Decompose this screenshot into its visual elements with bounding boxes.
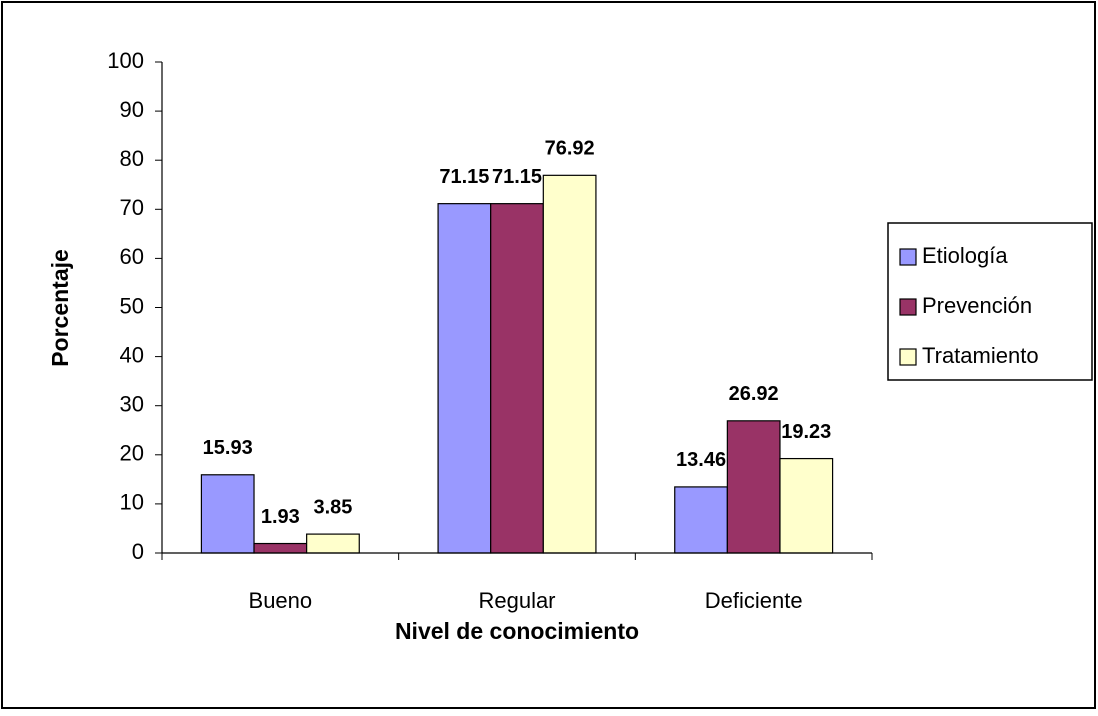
data-label: 3.85: [313, 496, 352, 518]
y-tick-label: 90: [120, 97, 144, 122]
legend-label: Tratamiento: [922, 343, 1039, 368]
data-label: 13.46: [676, 449, 726, 471]
data-label: 19.23: [781, 421, 831, 443]
y-tick-label: 10: [120, 490, 144, 515]
y-tick-label: 100: [107, 48, 144, 73]
data-label: 71.15: [439, 166, 489, 188]
x-tick-label: Bueno: [249, 588, 313, 613]
legend: Etiología Prevención Tratamiento: [887, 222, 1093, 381]
data-label: 15.93: [203, 437, 253, 459]
bar: [200, 474, 255, 554]
y-tick-label: 70: [120, 195, 144, 220]
x-tick-label: Deficiente: [705, 588, 803, 613]
bar: [542, 174, 597, 554]
bar: [674, 486, 728, 554]
data-label: 26.92: [729, 383, 779, 405]
legend-label: Etiología: [922, 243, 1008, 268]
bar: [490, 203, 544, 554]
legend-swatch: [899, 348, 917, 366]
bar: [253, 542, 308, 554]
y-tick-label: 40: [120, 342, 144, 367]
legend-swatch: [899, 248, 917, 266]
data-label: 71.15: [492, 166, 542, 188]
y-tick-label: 0: [132, 539, 144, 564]
bar: [779, 457, 834, 554]
y-tick-label: 80: [120, 146, 144, 171]
x-axis-title: Nivel de conocimiento: [395, 618, 639, 644]
y-axis-title: Porcentaje: [47, 249, 73, 367]
y-tick-label: 20: [120, 441, 144, 466]
legend-label: Prevención: [922, 293, 1032, 318]
legend-box: [887, 222, 1093, 381]
bar: [437, 203, 492, 554]
data-label: 76.92: [545, 138, 595, 160]
bar: [306, 533, 360, 554]
x-tick-label: Regular: [478, 588, 555, 613]
y-tick-label: 60: [120, 244, 144, 269]
bar: [726, 420, 781, 554]
y-tick-label: 30: [120, 392, 144, 417]
legend-swatch: [899, 298, 917, 316]
data-label: 1.93: [261, 506, 300, 528]
y-tick-label: 50: [120, 293, 144, 318]
